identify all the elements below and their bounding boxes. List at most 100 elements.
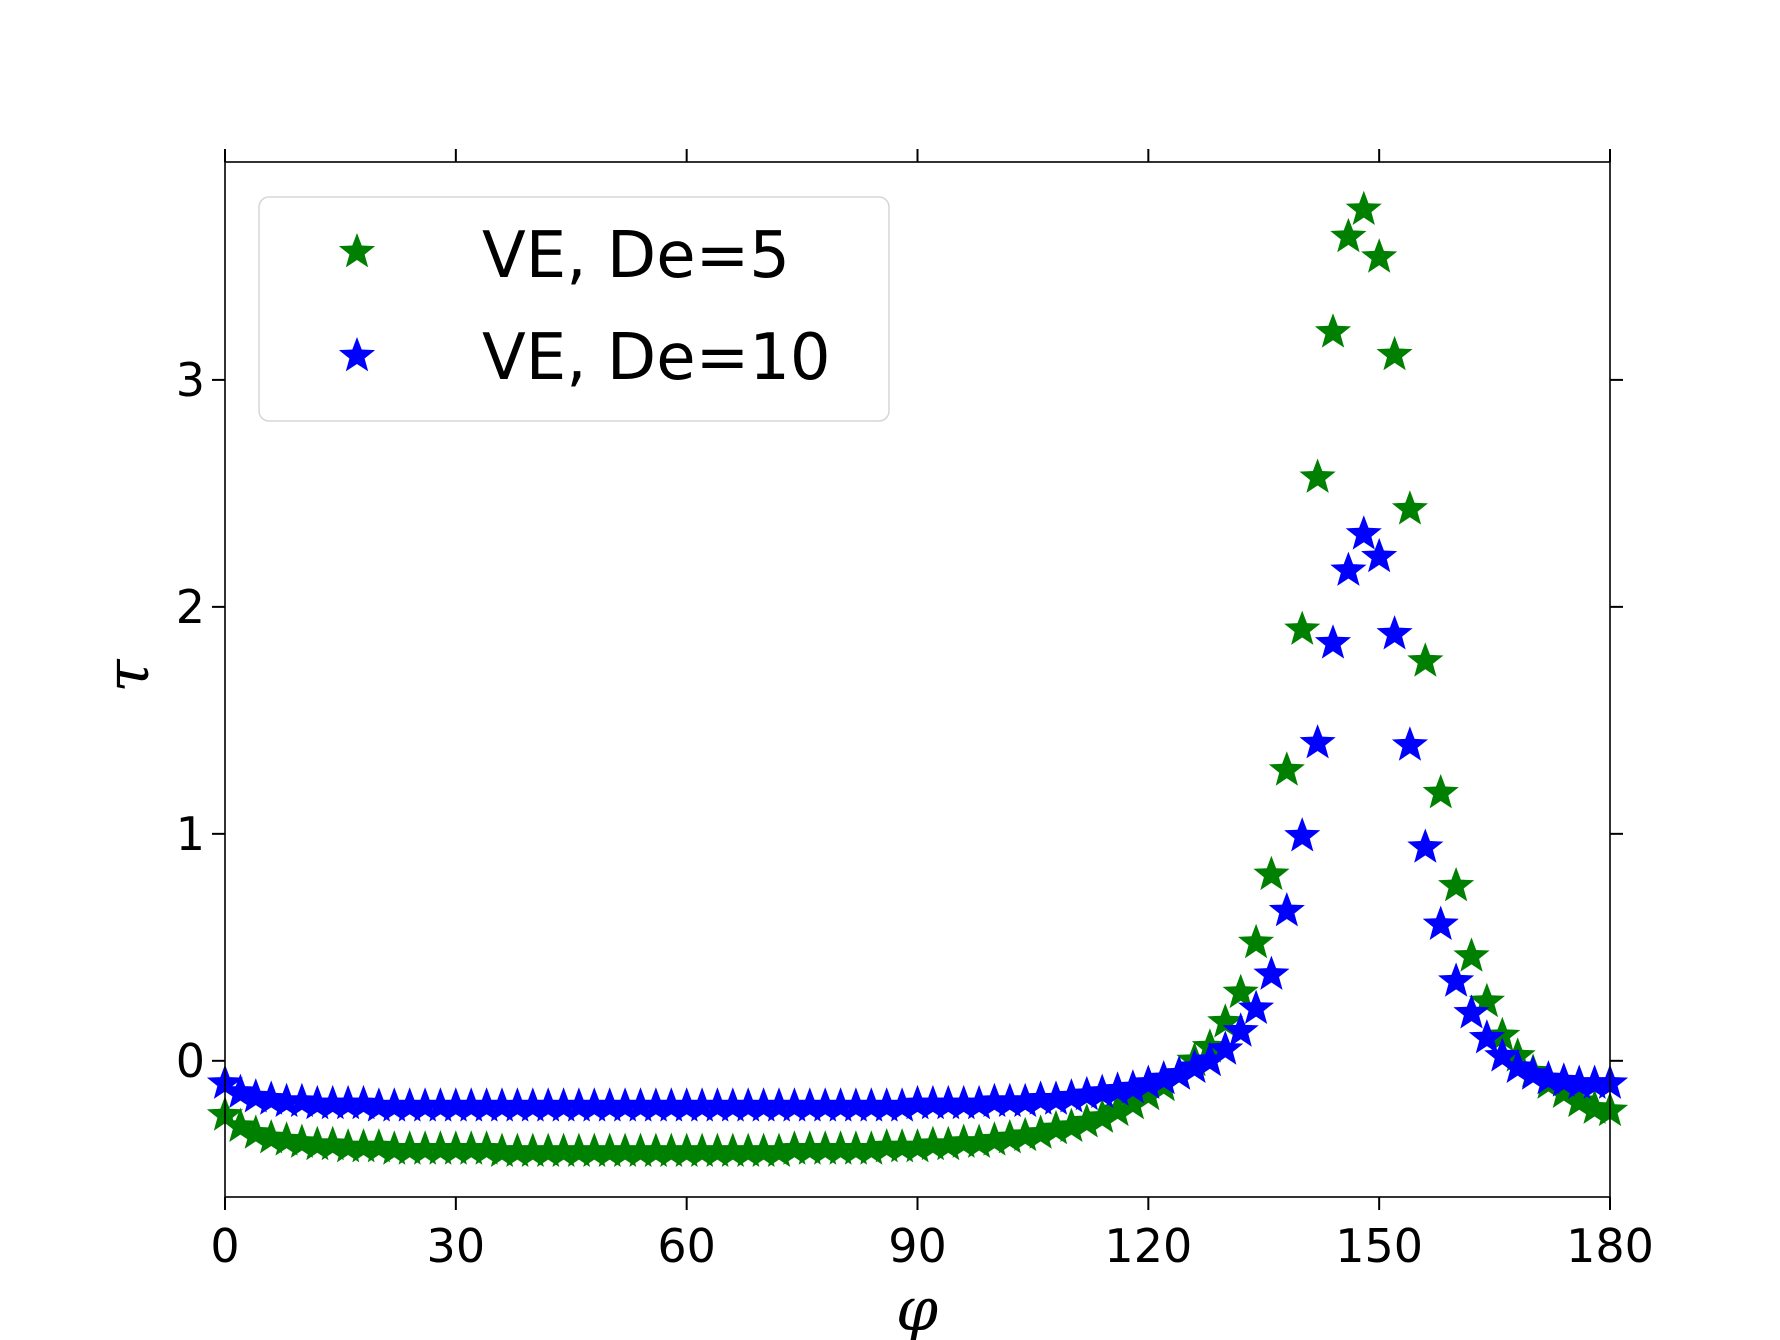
data-point xyxy=(1099,1091,1136,1127)
data-point xyxy=(884,1087,921,1122)
data-point xyxy=(1068,1075,1105,1111)
data-point xyxy=(591,1087,628,1122)
data-point xyxy=(1407,642,1444,677)
data-point xyxy=(945,1123,982,1158)
data-point xyxy=(807,1130,844,1165)
data-point xyxy=(961,1084,998,1120)
data-point xyxy=(1453,994,1490,1029)
data-point xyxy=(268,1082,305,1117)
data-point xyxy=(668,1087,705,1122)
data-point xyxy=(314,1084,351,1120)
data-point xyxy=(576,1087,613,1122)
data-point xyxy=(576,1132,613,1167)
data-point xyxy=(1176,1048,1213,1083)
data-point xyxy=(1299,458,1336,493)
data-point xyxy=(1576,1064,1613,1099)
data-point xyxy=(1161,1055,1198,1090)
data-point xyxy=(376,1130,413,1165)
data-point xyxy=(1130,1064,1167,1099)
data-point xyxy=(299,1084,336,1120)
data-point xyxy=(945,1084,982,1120)
data-point xyxy=(591,1132,628,1167)
data-point xyxy=(1284,610,1321,645)
data-point xyxy=(1545,1073,1582,1108)
data-point xyxy=(560,1132,597,1167)
data-point xyxy=(714,1132,751,1167)
data-point xyxy=(1037,1080,1075,1115)
data-point xyxy=(1345,190,1382,225)
data-point xyxy=(376,1087,413,1122)
data-point xyxy=(991,1082,1028,1117)
data-point xyxy=(868,1128,905,1163)
data-point xyxy=(1407,828,1444,863)
data-point xyxy=(684,1087,721,1122)
y-tick-label: 3 xyxy=(176,353,205,407)
data-point xyxy=(514,1087,551,1122)
data-point xyxy=(1238,989,1275,1024)
data-point xyxy=(1207,1003,1244,1038)
data-point xyxy=(299,1125,336,1161)
data-point xyxy=(1268,892,1305,927)
x-tick-label: 180 xyxy=(1566,1219,1654,1273)
data-point xyxy=(1438,867,1475,902)
data-point xyxy=(1099,1071,1136,1106)
x-tick-label: 150 xyxy=(1335,1219,1423,1273)
data-point xyxy=(1561,1064,1598,1099)
data-point xyxy=(760,1087,798,1122)
data-point xyxy=(899,1128,936,1163)
data-point xyxy=(1253,955,1290,990)
data-point xyxy=(1207,1030,1244,1065)
data-point xyxy=(330,1084,367,1120)
data-point xyxy=(853,1130,890,1165)
data-point xyxy=(1361,238,1398,273)
data-point xyxy=(791,1087,828,1122)
data-point xyxy=(1453,937,1490,972)
data-point xyxy=(1284,817,1321,852)
data-point xyxy=(1007,1082,1044,1117)
data-point xyxy=(730,1132,767,1167)
data-point xyxy=(930,1125,967,1161)
data-point xyxy=(1145,1060,1182,1095)
data-point xyxy=(961,1123,998,1158)
data-point xyxy=(745,1132,782,1167)
data-point xyxy=(1007,1116,1044,1152)
data-point xyxy=(837,1130,874,1165)
data-point xyxy=(422,1130,459,1165)
data-point xyxy=(1484,1037,1521,1072)
data-point xyxy=(884,1128,921,1163)
data-point xyxy=(1561,1082,1598,1117)
data-point xyxy=(699,1132,736,1167)
data-point xyxy=(1422,774,1459,809)
data-point xyxy=(1114,1084,1151,1120)
data-point xyxy=(330,1128,367,1163)
y-tick-label: 1 xyxy=(176,807,205,861)
x-tick-label: 90 xyxy=(888,1219,947,1273)
data-point xyxy=(653,1087,690,1122)
legend-marker-ve-de5 xyxy=(338,233,376,268)
data-point xyxy=(607,1132,644,1167)
data-point xyxy=(391,1130,428,1165)
data-point xyxy=(622,1132,659,1167)
data-point xyxy=(637,1087,674,1122)
x-axis-label: φ xyxy=(896,1275,938,1340)
data-point xyxy=(222,1073,259,1108)
data-point xyxy=(545,1087,582,1122)
data-point xyxy=(853,1087,890,1122)
legend-box xyxy=(258,196,890,422)
data-point xyxy=(1222,973,1259,1009)
data-point xyxy=(745,1087,782,1122)
data-point xyxy=(1314,624,1352,659)
data-point xyxy=(1391,490,1428,525)
data-point xyxy=(1130,1075,1167,1111)
data-point xyxy=(1438,962,1475,997)
legend-label-ve-de10: VE, De=10 xyxy=(482,321,831,395)
data-point xyxy=(499,1087,536,1122)
data-point xyxy=(1022,1080,1059,1115)
data-point xyxy=(776,1087,813,1122)
data-point xyxy=(530,1132,567,1167)
data-point xyxy=(453,1087,490,1122)
data-point xyxy=(483,1132,521,1167)
data-point xyxy=(1222,1012,1259,1047)
data-point xyxy=(1468,982,1505,1018)
